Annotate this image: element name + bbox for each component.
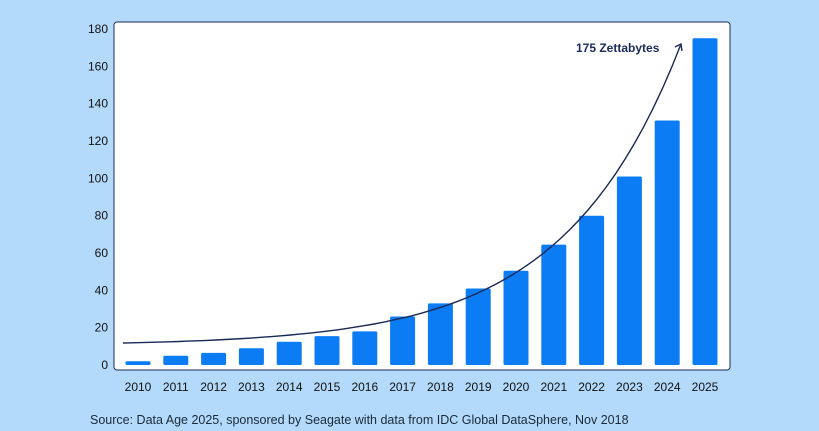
bar-2016	[352, 331, 378, 365]
bar-2021	[541, 244, 567, 365]
y-axis: 0 20 40 60 80 100 120 140 160 180	[88, 22, 108, 372]
bar-2019	[465, 288, 491, 365]
bar-2022	[579, 215, 605, 365]
bar-2012	[201, 352, 227, 365]
x-tick-label: 2016	[351, 380, 378, 394]
bar-2023	[616, 176, 642, 365]
bar-2020	[503, 270, 529, 365]
bar-2014	[276, 341, 302, 365]
x-tick-label: 2023	[616, 380, 643, 394]
bars-group	[125, 38, 718, 366]
y-tick-label: 180	[88, 22, 108, 36]
x-tick-label: 2025	[692, 380, 719, 394]
x-tick-label: 2019	[465, 380, 492, 394]
x-tick-label: 2024	[654, 380, 681, 394]
y-tick-label: 120	[88, 134, 108, 148]
y-tick-label: 0	[101, 358, 108, 372]
bar-2017	[390, 316, 416, 365]
x-tick-label: 2013	[238, 380, 265, 394]
bar-2015	[314, 336, 340, 365]
y-tick-label: 60	[95, 246, 109, 260]
x-tick-label: 2015	[314, 380, 341, 394]
x-tick-label: 2014	[276, 380, 303, 394]
y-tick-label: 100	[88, 171, 108, 185]
y-tick-label: 160	[88, 59, 108, 73]
y-tick-label: 80	[95, 209, 109, 223]
bar-2018	[427, 303, 453, 365]
x-tick-label: 2021	[540, 380, 567, 394]
x-axis: 2010 2011 2012 2013 2014 2015 2016 2017 2018 2019…	[125, 380, 719, 394]
x-tick-label: 2012	[200, 380, 227, 394]
x-tick-label: 2010	[125, 380, 152, 394]
x-tick-label: 2020	[503, 380, 530, 394]
trend-arrow-head	[674, 42, 683, 52]
y-tick-label: 40	[95, 283, 109, 297]
y-tick-label: 140	[88, 97, 108, 111]
bar-2013	[238, 348, 264, 365]
x-tick-label: 2018	[427, 380, 454, 394]
annotation-label: 175 Zettabytes	[576, 41, 660, 55]
bar-2024	[654, 120, 680, 365]
bar-2010	[125, 361, 151, 365]
x-tick-label: 2022	[578, 380, 605, 394]
bar-2011	[163, 355, 189, 365]
y-tick-label: 20	[95, 321, 109, 335]
x-tick-label: 2011	[163, 380, 189, 394]
plot-area	[113, 21, 731, 371]
bar-2025	[692, 38, 718, 366]
source-note: Source: Data Age 2025, sponsored by Seag…	[90, 413, 629, 427]
x-tick-label: 2017	[389, 380, 416, 394]
trend-curve	[122, 43, 682, 344]
